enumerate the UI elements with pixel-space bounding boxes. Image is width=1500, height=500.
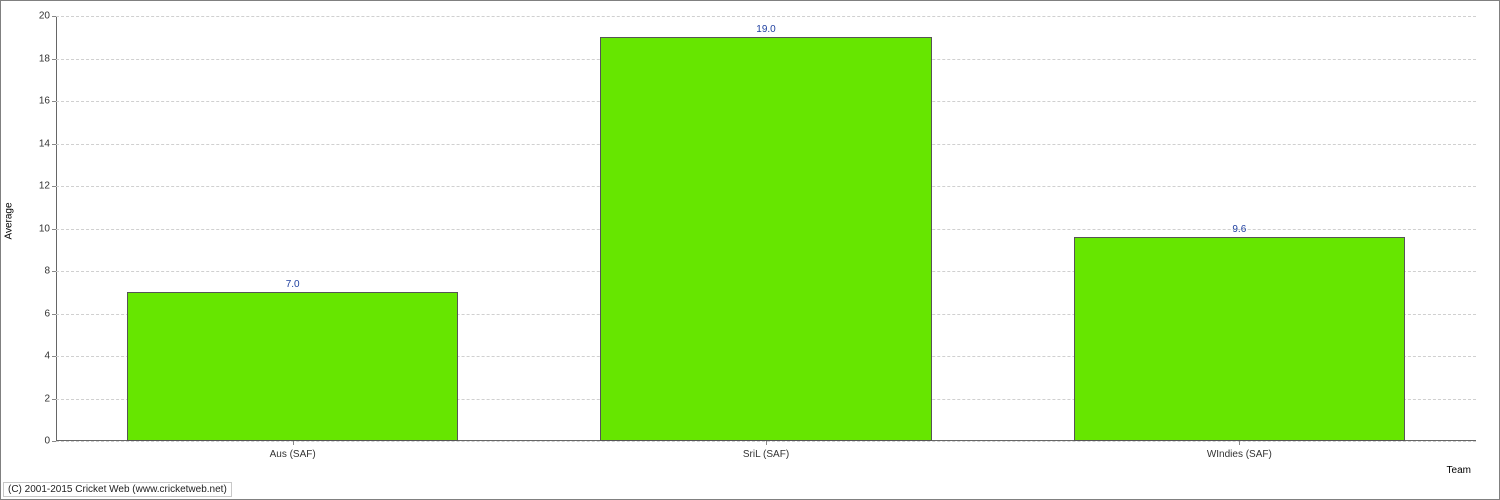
x-axis-title: Team [1447, 465, 1471, 476]
y-tick-label: 12 [39, 181, 50, 192]
y-tick-label: 8 [44, 266, 50, 277]
y-tick-label: 14 [39, 138, 50, 149]
y-tick-label: 2 [44, 393, 50, 404]
y-tick-label: 0 [44, 436, 50, 447]
y-tick-label: 10 [39, 223, 50, 234]
bar-value-label: 19.0 [756, 24, 775, 35]
bar-value-label: 9.6 [1232, 224, 1246, 235]
plot-area: 7.0 19.0 9.6 [56, 16, 1476, 441]
bar [600, 37, 931, 441]
y-tick-label: 16 [39, 96, 50, 107]
y-tick-label: 20 [39, 11, 50, 22]
chart-container: Average 0 2 4 6 8 10 12 14 16 18 20 7.0 19.0 9.6 Tea… [0, 0, 1500, 500]
bar [1074, 237, 1405, 441]
bar-value-label: 7.0 [286, 279, 300, 290]
x-tick-label: Aus (SAF) [270, 449, 316, 460]
copyright-notice: (C) 2001-2015 Cricket Web (www.cricketwe… [3, 482, 232, 497]
y-tick-label: 6 [44, 308, 50, 319]
x-tick-label: WIndies (SAF) [1207, 449, 1272, 460]
y-gridline [56, 16, 1476, 17]
y-axis-title: Average [4, 202, 15, 239]
bar [127, 292, 458, 441]
x-axis: Team Aus (SAF) SriL (SAF) WIndies (SAF) [56, 441, 1476, 481]
x-tick-mark [1239, 441, 1240, 445]
y-tick-label: 18 [39, 53, 50, 64]
x-tick-label: SriL (SAF) [743, 449, 789, 460]
x-tick-mark [293, 441, 294, 445]
x-tick-mark [766, 441, 767, 445]
y-tick-label: 4 [44, 351, 50, 362]
y-axis: Average 02468101214161820 [1, 1, 56, 441]
